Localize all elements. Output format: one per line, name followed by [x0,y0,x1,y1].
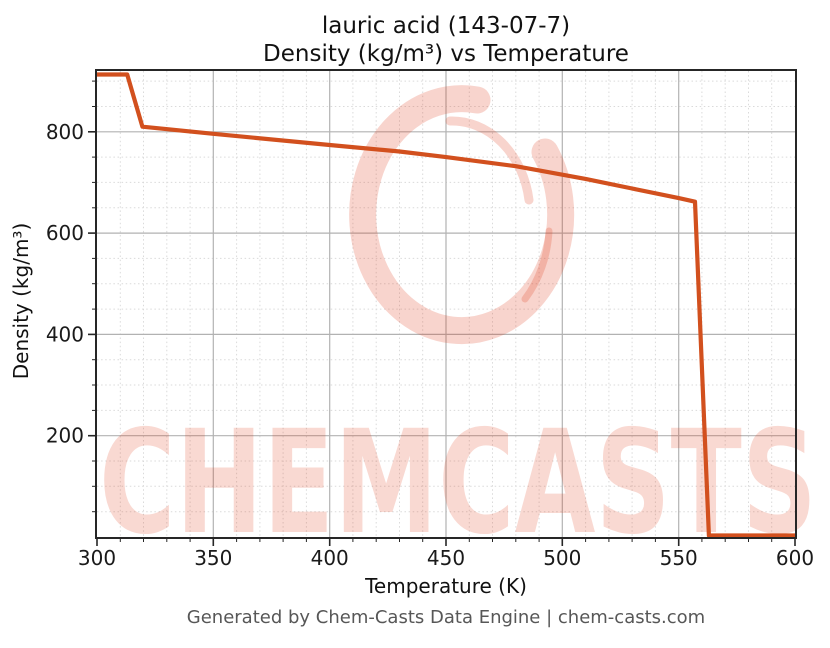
logo-tail-arc [521,227,553,303]
y-axis-label: Density (kg/m³) [9,222,33,380]
y-tick-label: 800 [46,120,84,144]
chart-title-line2: Density (kg/m³) vs Temperature [263,41,629,67]
y-tick-label: 400 [46,322,84,346]
x-tick-label: 350 [194,546,232,570]
x-tick-label: 400 [311,546,349,570]
logo-inner-arc [445,116,534,205]
y-tick-label: 600 [46,221,84,245]
x-tick-label: 500 [543,546,581,570]
x-axis-label: Temperature (K) [365,574,527,598]
chart-title: lauric acid (143-07-7) Density (kg/m³) v… [97,12,795,68]
x-tick-label: 550 [660,546,698,570]
density-curve [97,72,795,538]
footer-credit: Generated by Chem-Casts Data Engine | ch… [186,607,706,628]
x-tick-label: 600 [776,546,814,570]
logo-main-ring [349,85,575,345]
watermark-text: CHEMCASTS [99,399,817,566]
x-tick-label: 450 [427,546,465,570]
y-tick-label: 200 [46,424,84,448]
chart-title-line1: lauric acid (143-07-7) [321,13,571,39]
watermark-logo-icon [349,85,575,345]
x-tick-label: 300 [78,546,116,570]
